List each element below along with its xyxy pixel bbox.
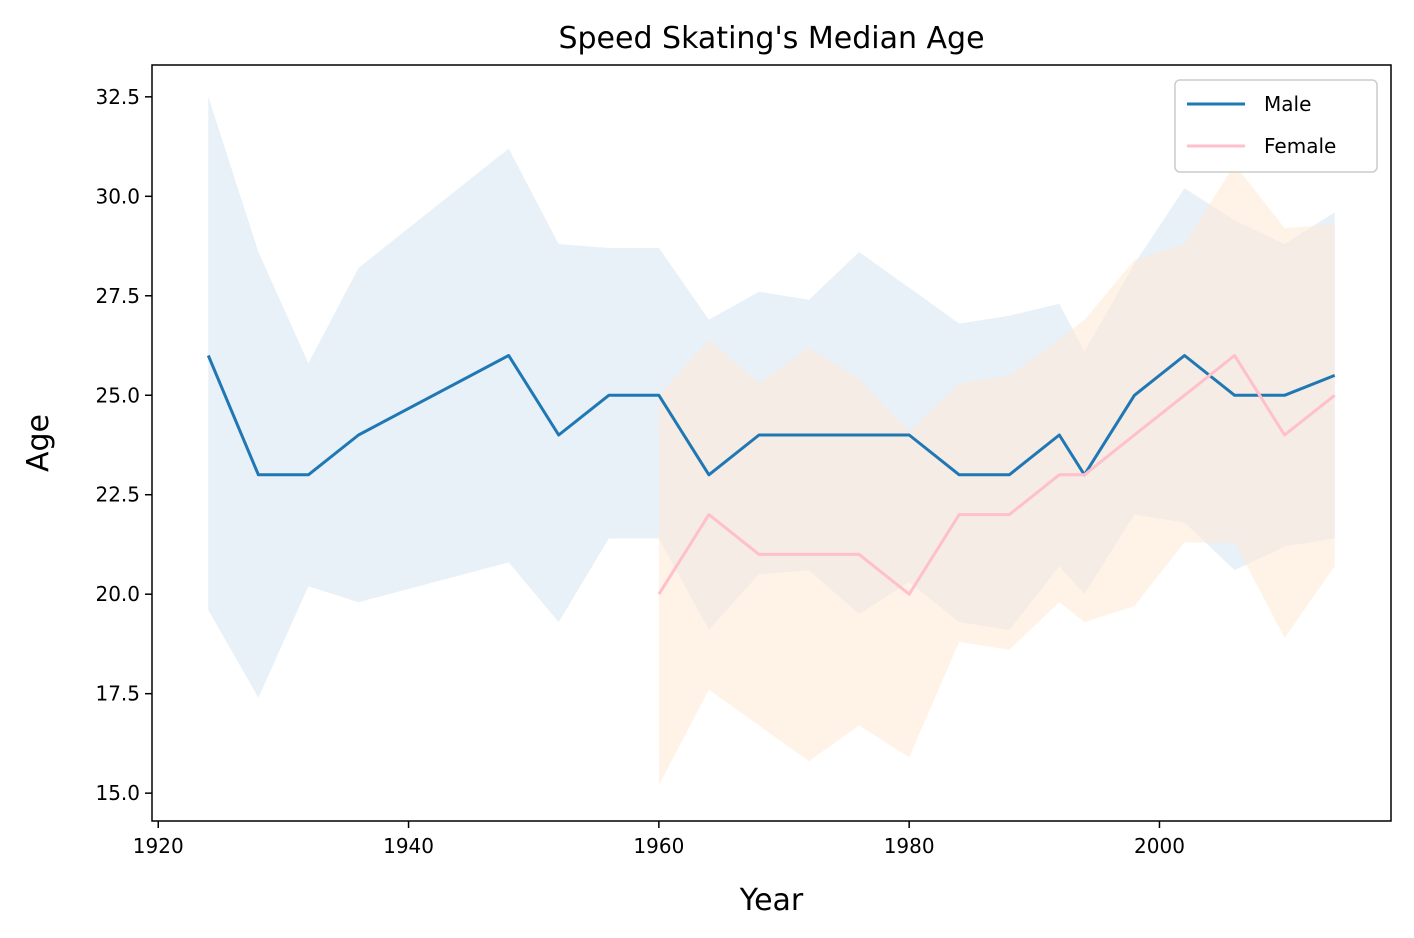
x-axis-ticks: 1920 1940 1960 1980 2000 [133, 821, 1185, 858]
y-tick-label: 25.0 [95, 383, 140, 407]
legend-label-male: Male [1264, 92, 1311, 116]
x-tick-label: 1940 [383, 834, 434, 858]
y-tick-label: 20.0 [95, 582, 140, 606]
y-tick-label: 32.5 [95, 85, 140, 109]
y-tick-label: 17.5 [95, 682, 140, 706]
x-tick-label: 2000 [1134, 834, 1185, 858]
y-tick-label: 30.0 [95, 184, 140, 208]
chart-title: Speed Skating's Median Age [558, 21, 984, 56]
y-tick-label: 22.5 [95, 483, 140, 507]
y-tick-label: 15.0 [95, 781, 140, 805]
legend: Male Female [1174, 79, 1378, 173]
x-axis-title: Year [739, 883, 804, 918]
series-line-female [657, 354, 1336, 596]
y-axis-title: Age [21, 414, 56, 472]
plot-area-frame [151, 64, 1392, 822]
confidence-bands [208, 96, 1335, 786]
series-line-male [206, 354, 1336, 477]
y-axis-ticks: 15.0 17.5 20.0 22.5 25.0 27.5 30.0 32.5 [95, 85, 152, 805]
x-tick-label: 1920 [133, 834, 184, 858]
legend-label-female: Female [1264, 134, 1336, 158]
y-tick-label: 27.5 [95, 284, 140, 308]
series-lines [206, 354, 1336, 596]
x-tick-label: 1980 [884, 834, 935, 858]
x-tick-label: 1960 [633, 834, 684, 858]
